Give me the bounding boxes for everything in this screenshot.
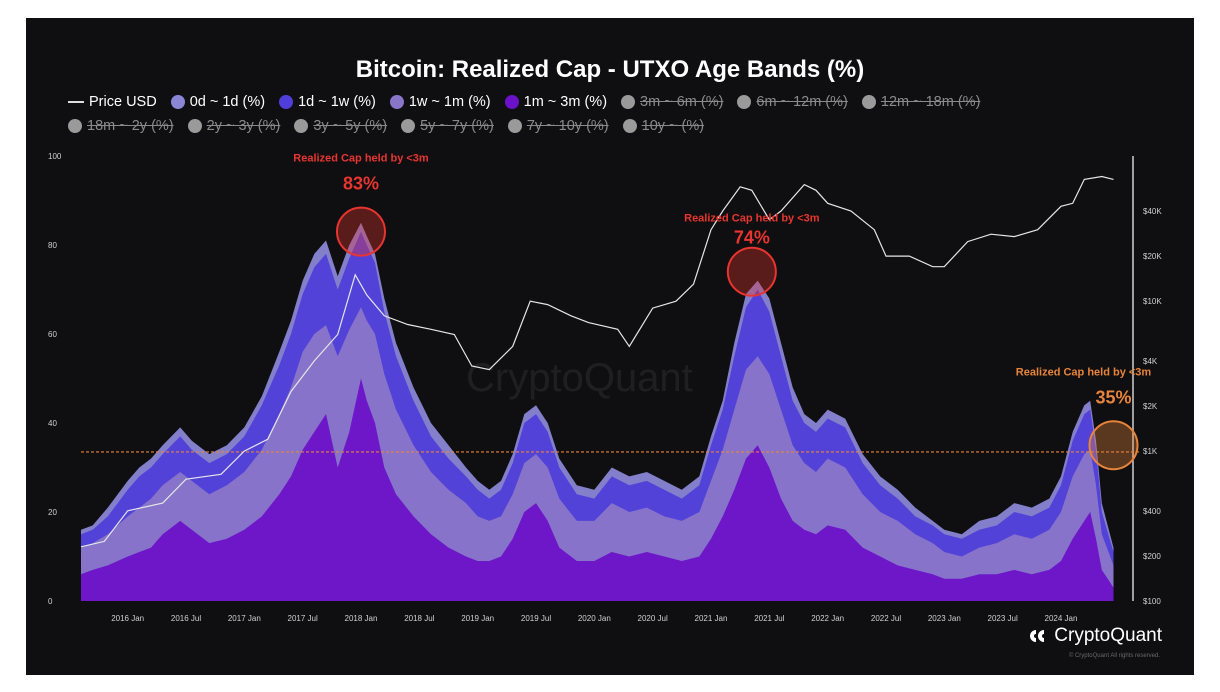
legend-dot-marker [187,119,202,133]
area-series [81,378,1114,601]
x-tick-label: 2024 Jan [1045,614,1078,623]
y-left-tick-label: 20 [48,508,57,517]
chart-title: Bitcoin: Realized Cap - UTXO Age Bands (… [355,56,865,83]
y-left-tick-label: 60 [48,330,57,339]
legend-label: 6m ~ 12m (%) [756,94,848,110]
annotation-label: Realized Cap held by <3m [684,213,820,225]
legend-label: 1m ~ 3m (%) [523,94,608,110]
legend-label: 7y ~ 10y (%) [526,118,609,134]
y-right-tick-label: $10K [1143,297,1162,306]
legend-dot-marker [401,119,416,133]
x-tick-label: 2022 Jul [871,614,901,623]
legend-label: Price USD [89,94,157,110]
x-tick-label: 2022 Jan [811,614,844,623]
annotation-circle [1088,420,1139,471]
x-tick-label: 2023 Jan [928,614,961,623]
x-tick-label: 2023 Jul [988,614,1018,623]
legend-item[interactable]: 5y ~ 7y (%) [401,118,494,134]
x-tick-label: 2020 Jul [638,614,668,623]
legend-item[interactable]: 12m ~ 18m (%) [861,94,981,110]
y-left-tick-label: 40 [48,419,57,428]
legend-label: 1d ~ 1w (%) [298,94,376,110]
chart-svg: 0 20 40 60 80 100 $100 $200 $400 $1K $2K $4K $10K $20… [48,152,1162,623]
chart-frame: Bitcoin: Realized Cap - UTXO Age Bands (… [26,18,1194,675]
cryptoquant-logo-icon [1030,630,1045,642]
x-tick-label: 2021 Jul [754,614,784,623]
brand-copyright: © CryptoQuant All rights reserved. [1068,653,1160,659]
y-right-tick-label: $400 [1143,507,1161,516]
x-tick-label: 2018 Jan [345,614,378,623]
legend-item[interactable]: 18m ~ 2y (%) [68,118,174,134]
x-tick-label: 2019 Jul [521,614,551,623]
legend-label: 18m ~ 2y (%) [87,118,174,134]
legend-label: 3m ~ 6m (%) [640,94,724,110]
legend-item[interactable]: 1m ~ 3m (%) [504,94,608,110]
x-tick-label: 2017 Jul [288,614,318,623]
legend-label: 12m ~ 18m (%) [880,94,981,110]
legend-line-marker [68,101,84,103]
y-left-tick-label: 100 [48,152,62,161]
legend-label: 5y ~ 7y (%) [420,118,494,134]
legend-item[interactable]: 7y ~ 10y (%) [507,118,609,134]
legend-dot-marker [294,119,309,133]
y-right-tick-label: $1K [1143,447,1158,456]
annotation-value: 74% [734,228,770,248]
x-tick-label: 2021 Jan [695,614,728,623]
legend-label: 2y ~ 3y (%) [206,118,281,134]
annotation-circle [726,246,777,297]
legend-item[interactable]: Price USD [68,94,157,110]
legend-item[interactable]: 10y ~ (%) [622,118,705,134]
legend-item[interactable]: 3m ~ 6m (%) [621,94,723,110]
brand-logo: CryptoQuant [1028,625,1162,647]
x-tick-label: 2016 Jan [111,614,144,623]
legend-item[interactable]: 1d ~ 1w (%) [279,94,376,110]
legend-dot-marker [170,95,185,109]
y-right-tick-label: $2K [1143,402,1158,411]
legend-item[interactable]: 6m ~ 12m (%) [737,94,848,110]
legend-item[interactable]: 3y ~ 5y (%) [294,118,387,134]
y-right-tick-label: $200 [1143,552,1161,561]
y-left-tick-label: 80 [48,241,57,250]
legend-item[interactable]: 1w ~ 1m (%) [389,94,491,110]
y-right-tick-label: $20K [1143,252,1162,261]
annotation-value: 83% [343,174,379,194]
price-line [80,175,1114,548]
annotation-value: 35% [1095,387,1131,407]
legend-label: 1w ~ 1m (%) [408,94,491,110]
y-right-tick-label: $40K [1143,207,1162,216]
legend-dot-marker [622,119,637,133]
annotation-circle [336,206,386,257]
legend-dot-marker [279,95,294,109]
x-tick-label: 2017 Jan [228,614,261,623]
legend-dot-marker [504,95,519,109]
legend-label: 10y ~ (%) [641,118,705,134]
x-tick-label: 2019 Jan [461,614,494,623]
x-tick-label: 2020 Jan [578,614,611,623]
annotation-label: Realized Cap held by <3m [1016,366,1152,378]
brand-name: CryptoQuant [1054,625,1162,646]
y-left-tick-label: 0 [48,597,53,606]
annotation-label: Realized Cap held by <3m [293,153,429,165]
legend-dot-marker [621,95,636,109]
legend-dot-marker [68,119,82,133]
legend-label: 0d ~ 1d (%) [189,94,266,110]
y-right-tick-label: $4K [1143,357,1158,366]
y-right-tick-label: $100 [1143,597,1161,606]
legend-label: 3y ~ 5y (%) [313,118,388,134]
legend-item[interactable]: 2y ~ 3y (%) [187,118,281,134]
legend-dot-marker [737,95,752,109]
legend-row-1: Price USD 0d ~ 1d (%) 1d ~ 1w (%) 1w ~ 1m (… [68,94,980,110]
x-tick-label: 2016 Jul [171,614,201,623]
watermark: CryptoQuant [466,356,693,400]
legend-row-2: 18m ~ 2y (%) 2y ~ 3y (%) 3y ~ 5y (%) 5y ~ 7… [68,118,704,134]
legend-dot-marker [507,119,522,133]
x-tick-label: 2018 Jul [404,614,434,623]
legend-dot-marker [389,95,404,109]
legend-dot-marker [861,95,876,109]
legend-item[interactable]: 0d ~ 1d (%) [170,94,266,110]
